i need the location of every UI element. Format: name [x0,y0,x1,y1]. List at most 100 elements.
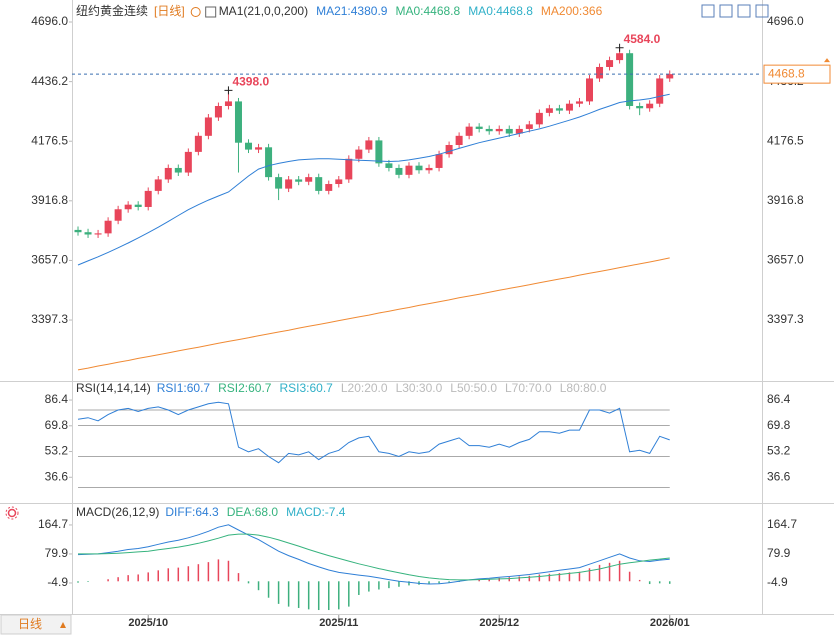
candle-body [84,232,92,235]
y-tick-label: 4436.2 [31,74,68,88]
candle-body [656,78,664,104]
candle-body [285,179,293,189]
period-button-label: 日线 [18,617,42,631]
icon-button[interactable] [719,4,733,18]
legend-item: MA0:4468.8 [468,4,533,18]
candle-body [335,179,343,185]
legend-item: MA200:366 [541,4,603,18]
y-tick-label: 3397.3 [31,312,68,326]
candle-body [555,108,563,111]
y-tick-label-right: -4.9 [767,575,788,589]
candle-body [154,179,162,191]
candle-body [405,165,413,175]
y-tick-label-right: 86.4 [767,392,791,406]
y-tick-label: 4696.0 [31,14,68,28]
legend-item: L50:50.0 [450,381,497,395]
legend-item: DIFF:64.3 [165,505,219,519]
price-tag [763,64,831,84]
price-tag-label: 4468.8 [768,66,805,80]
candle-body [495,128,503,132]
y-tick-label-right: 36.6 [767,469,791,483]
candle-body [525,124,533,129]
candle-body [575,101,583,104]
candle-body [295,179,303,182]
y-tick-label-right: 4176.5 [767,133,804,147]
icon-button[interactable] [701,4,715,18]
x-tick-label: 2025/12 [479,617,519,629]
y-tick-label: 69.8 [45,418,69,432]
candle-body [164,167,172,180]
legend-item: MA21:4380.9 [316,4,388,18]
toolbar-icons [701,4,769,18]
candle-body [485,128,493,132]
legend-item: RSI1:60.7 [157,381,211,395]
candle-body [114,209,122,221]
y-tick-label: 36.6 [45,469,69,483]
y-tick-label-right: 69.8 [767,418,791,432]
candle-body [666,74,674,79]
macd-settings-icon[interactable] [5,506,19,520]
y-tick-label-right: 4696.0 [767,14,804,28]
candle-body [74,229,82,233]
y-tick-label: 3657.0 [31,253,68,267]
indicator-label: MA1(21,0,0,200) [219,4,308,18]
candle-body [586,78,593,102]
candle-body [545,108,553,113]
candle-body [465,126,473,136]
price-arrow [824,58,830,63]
candle-body [535,112,543,125]
legend-item: L20:20.0 [341,381,388,395]
macd-line [77,524,670,585]
x-tick-label: 2025/11 [319,617,358,629]
candle-body [355,149,363,159]
y-tick-label-right: 3916.8 [767,193,804,207]
annotation-label: 4584.0 [624,32,661,46]
y-tick-label: 53.2 [45,444,69,458]
candle-body [505,128,513,134]
y-tick-label: 164.7 [38,517,68,531]
annotation-label: 4398.0 [232,75,269,89]
candle-body [365,140,373,150]
x-tick-label: 2025/10 [128,617,168,629]
legend-item: RSI2:60.7 [218,381,272,395]
icon-button[interactable] [755,4,769,18]
icon-button[interactable] [737,4,751,18]
candle-body [255,147,263,150]
candle-body [234,101,242,143]
candle-body [395,167,403,175]
ma-line [77,93,670,266]
candle-body [104,220,112,234]
y-tick-label: -4.9 [47,575,68,589]
candle-body [425,167,433,171]
candle-body [636,105,644,109]
panel-title: RSI(14,14,14) [76,381,151,395]
candle-body [646,103,654,109]
candle-body [445,145,453,155]
macd-line [78,533,670,581]
indicator-icon [205,6,217,18]
y-tick-label-right: 53.2 [767,444,791,458]
legend-item: L70:70.0 [505,381,552,395]
panel-title: 纽约黄金连续 [76,3,148,18]
candle-body [515,128,523,134]
candle-body [124,204,132,210]
y-tick-label: 86.4 [45,392,69,406]
rsi-line [77,401,670,464]
candle-body [94,233,102,235]
annotation-marker [615,43,624,52]
ma-line [77,257,670,371]
candle-body [184,151,192,173]
y-tick-label-right: 3397.3 [767,312,804,326]
candle-body [385,163,393,168]
candle-body [606,60,614,67]
y-tick-label-right: 79.9 [767,546,791,560]
panel-title: MACD(26,12,9) [76,505,159,519]
candle-body [475,126,483,129]
settings-icon [190,7,201,17]
candle-body [265,147,273,178]
y-tick-label: 3916.8 [31,193,68,207]
period-button[interactable]: 日线 [0,614,72,635]
legend-item: DEA:68.0 [227,505,279,519]
